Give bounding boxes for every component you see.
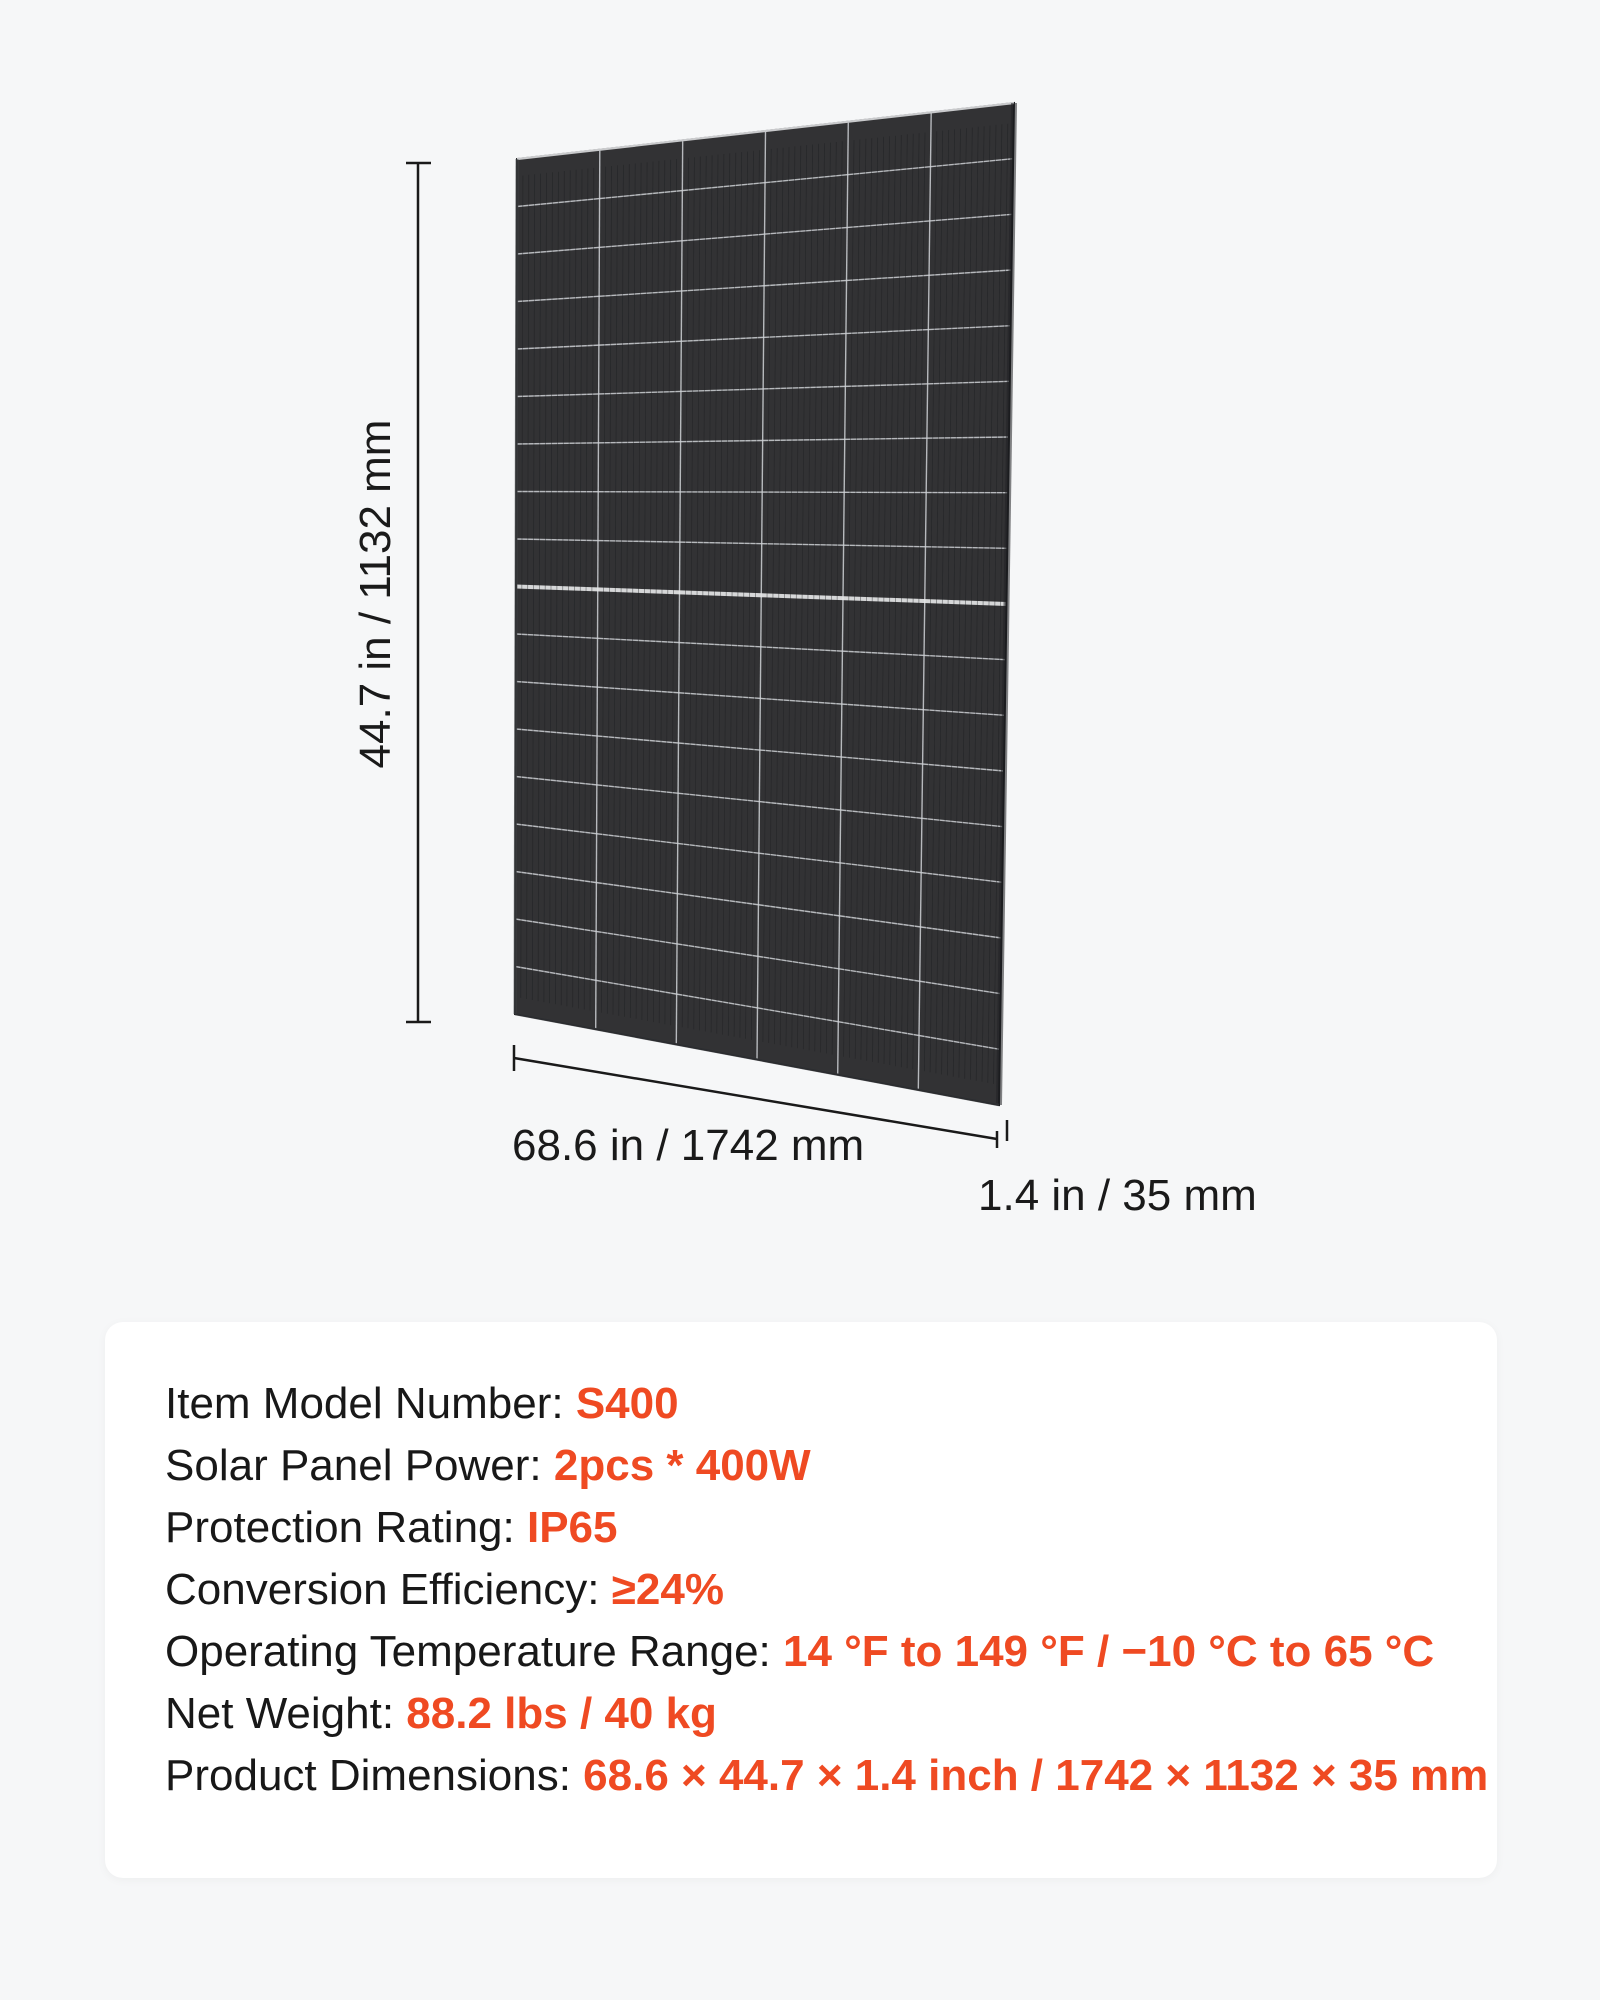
svg-text:68.6 in / 1742 mm: 68.6 in / 1742 mm: [512, 1121, 864, 1170]
svg-text:1.4 in / 35 mm: 1.4 in / 35 mm: [978, 1171, 1257, 1220]
svg-text:44.7 in / 1132 mm: 44.7 in / 1132 mm: [351, 420, 400, 769]
